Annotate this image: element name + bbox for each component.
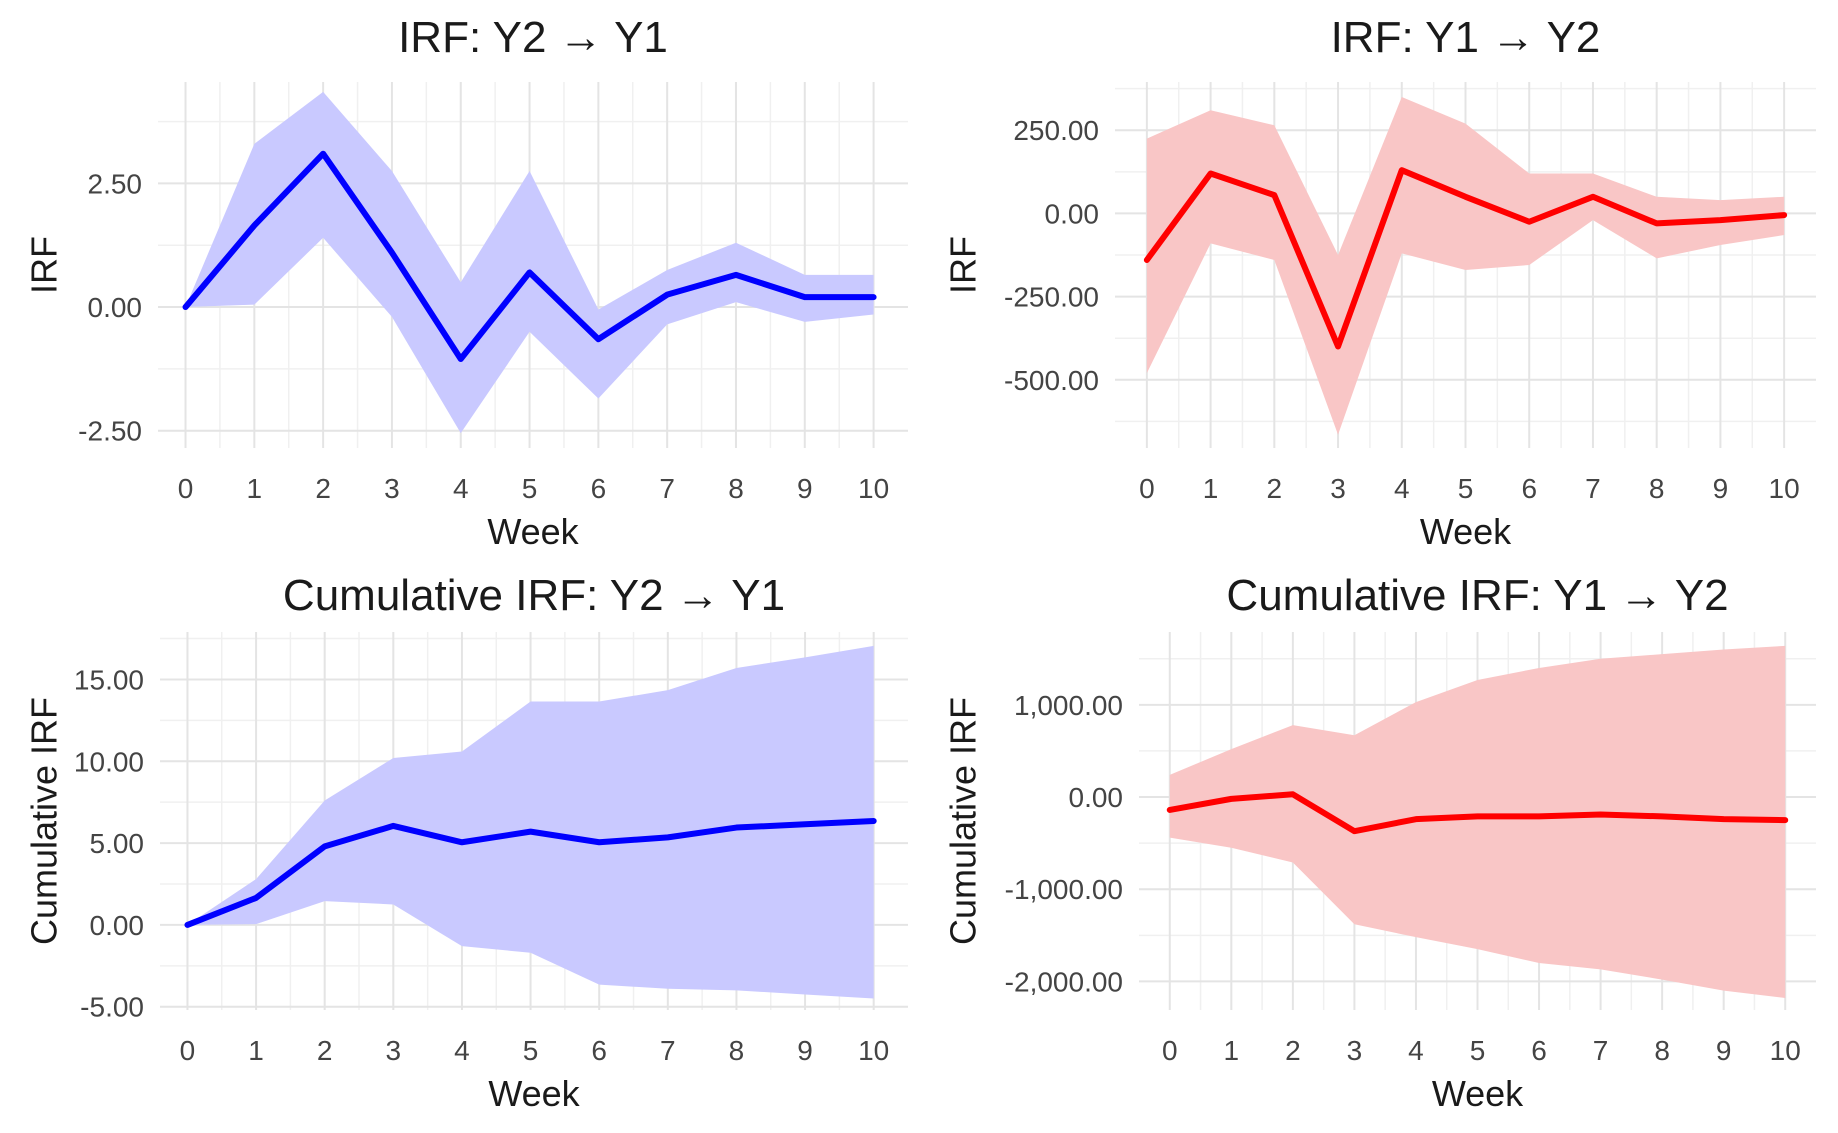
x-tick-label: 5	[1470, 1035, 1486, 1066]
cumulative-irf-y2-to-y1-chart: -5.00 0.00 5.00 10.00 15.00 0 1 2 3 4 5 6 7 8 9 10 Cum…	[0, 566, 919, 1132]
y-tick-label: 0.00	[88, 292, 143, 323]
confidence-band	[187, 645, 874, 999]
chart-svg: -500.00 -250.00 0.00 250.00 0 1 2 3 4 5 6 7 8 9 10 IR…	[943, 13, 1816, 552]
chart-title: Cumulative IRF: Y2 → Y1	[283, 571, 785, 620]
x-tick-label: 9	[797, 1035, 813, 1066]
x-axis: 0 1 2 3 4 5 6 7 8 9 10	[1162, 1035, 1801, 1066]
y-tick-label: 15.00	[74, 664, 144, 695]
x-tick-label: 6	[591, 473, 607, 504]
y-axis-label: Cumulative IRF	[943, 697, 984, 945]
chart-title: IRF: Y2 → Y1	[398, 13, 668, 62]
x-tick-label: 0	[178, 473, 194, 504]
confidence-band	[1146, 96, 1785, 435]
x-tick-label: 8	[1649, 473, 1665, 504]
x-tick-label: 3	[1330, 473, 1346, 504]
cumulative-irf-line	[184, 818, 877, 928]
x-tick-label: 10	[1769, 473, 1800, 504]
x-tick-label: 10	[858, 473, 889, 504]
x-tick-label: 3	[384, 473, 400, 504]
x-tick-label: 8	[1654, 1035, 1670, 1066]
x-tick-label: 2	[315, 473, 331, 504]
x-axis-label: Week	[487, 511, 579, 552]
chart-svg: -2,000.00 -1,000.00 0.00 1,000.00 0 1 2 3 4 5 6 7 8…	[943, 571, 1816, 1114]
confidence-band	[1169, 645, 1786, 999]
x-tick-label: 6	[1531, 1035, 1547, 1066]
y-tick-label: -2,000.00	[1005, 966, 1123, 997]
x-tick-label: 3	[386, 1035, 402, 1066]
irf-y2-to-y1-chart: -2.50 0.00 2.50 0 1 2 3 4 5 6 7 8 9 10 IRF: Y2 → Y1 …	[0, 0, 919, 566]
x-tick-label: 4	[1394, 473, 1410, 504]
y-tick-label: 0.00	[1069, 782, 1124, 813]
y-axis: -2,000.00 -1,000.00 0.00 1,000.00	[1005, 690, 1123, 998]
cumulative-irf-y1-to-y2-chart: -2,000.00 -1,000.00 0.00 1,000.00 0 1 2 3 4 5 6 7 8…	[919, 566, 1838, 1132]
y-tick-label: -2.50	[78, 416, 142, 447]
y-tick-label: 250.00	[1013, 115, 1099, 146]
x-tick-label: 9	[1716, 1035, 1732, 1066]
x-tick-label: 5	[522, 473, 538, 504]
x-tick-label: 5	[523, 1035, 539, 1066]
x-axis-label: Week	[1420, 511, 1512, 552]
x-tick-label: 10	[1770, 1035, 1801, 1066]
x-tick-label: 2	[1285, 1035, 1301, 1066]
cumulative-irf-line	[1166, 791, 1789, 835]
x-axis: 0 1 2 3 4 5 6 7 8 9 10	[180, 1035, 890, 1066]
x-axis: 0 1 2 3 4 5 6 7 8 9 10	[1139, 473, 1800, 504]
y-axis-label: Cumulative IRF	[24, 697, 65, 945]
x-tick-label: 4	[454, 1035, 470, 1066]
chart-title: Cumulative IRF: Y1 → Y2	[1226, 571, 1728, 620]
x-tick-label: 9	[797, 473, 813, 504]
x-tick-label: 1	[1224, 1035, 1240, 1066]
irf-line	[182, 150, 877, 362]
x-tick-label: 0	[1162, 1035, 1178, 1066]
x-tick-label: 7	[660, 1035, 676, 1066]
x-tick-label: 5	[1458, 473, 1474, 504]
x-tick-label: 6	[1521, 473, 1537, 504]
x-tick-label: 4	[453, 473, 469, 504]
x-tick-label: 8	[728, 473, 744, 504]
y-tick-label: -250.00	[1004, 282, 1099, 313]
x-tick-label: 6	[591, 1035, 607, 1066]
x-tick-label: 7	[1585, 473, 1601, 504]
x-tick-label: 3	[1347, 1035, 1363, 1066]
x-tick-label: 10	[858, 1035, 889, 1066]
x-tick-label: 2	[317, 1035, 333, 1066]
y-tick-label: 1,000.00	[1014, 690, 1123, 721]
x-tick-label: 2	[1267, 473, 1283, 504]
y-axis-label: IRF	[943, 236, 984, 294]
x-tick-label: 4	[1408, 1035, 1424, 1066]
y-axis: -2.50 0.00 2.50	[78, 168, 142, 446]
x-axis-label: Week	[488, 1073, 580, 1114]
x-tick-label: 1	[247, 473, 263, 504]
x-tick-label: 1	[1203, 473, 1219, 504]
y-tick-label: 10.00	[74, 746, 144, 777]
x-axis-label: Week	[1432, 1073, 1524, 1114]
chart-svg: -2.500.002.50 0 1 2 3 4 5 6 7 8 9 10 IRF: Y2 → Y1 …	[24, 13, 908, 552]
y-tick-label: 0.00	[90, 910, 145, 941]
y-tick-label: 0.00	[1045, 198, 1100, 229]
y-tick-label: -5.00	[80, 992, 144, 1023]
y-axis: -5.00 0.00 5.00 10.00 15.00	[74, 664, 144, 1022]
y-axis: -500.00 -250.00 0.00 250.00	[1004, 115, 1099, 396]
x-tick-label: 0	[180, 1035, 196, 1066]
x-tick-label: 7	[1593, 1035, 1609, 1066]
y-axis-label: IRF	[24, 236, 65, 294]
y-tick-label: -500.00	[1004, 365, 1099, 396]
x-tick-label: 7	[659, 473, 675, 504]
x-tick-label: 8	[729, 1035, 745, 1066]
x-axis: 0 1 2 3 4 5 6 7 8 9 10	[178, 473, 889, 504]
irf-y1-to-y2-chart: -500.00 -250.00 0.00 250.00 0 1 2 3 4 5 6 7 8 9 10 IR…	[919, 0, 1838, 566]
x-tick-label: 9	[1713, 473, 1729, 504]
confidence-band	[185, 91, 874, 434]
chart-title: IRF: Y1 → Y2	[1331, 13, 1601, 62]
irf-line	[1143, 167, 1788, 350]
y-tick-label: 5.00	[90, 828, 145, 859]
x-tick-label: 1	[248, 1035, 264, 1066]
y-tick-label: 2.50	[88, 168, 143, 199]
x-tick-label: 0	[1139, 473, 1155, 504]
chart-svg: -5.00 0.00 5.00 10.00 15.00 0 1 2 3 4 5 6 7 8 9 10 Cum…	[24, 571, 908, 1114]
y-tick-label: -1,000.00	[1005, 874, 1123, 905]
